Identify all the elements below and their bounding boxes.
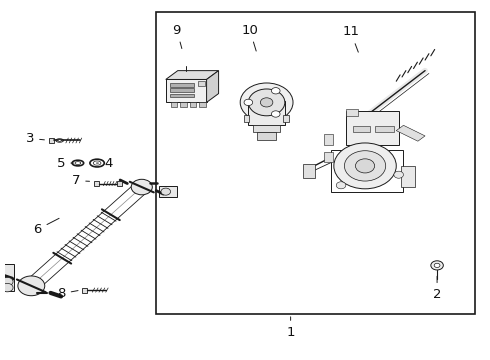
Bar — [253, 125, 280, 132]
Bar — [244, 116, 249, 122]
Bar — [346, 109, 358, 117]
Circle shape — [260, 98, 273, 107]
Bar — [0, 275, 14, 291]
Bar — [49, 138, 54, 143]
Circle shape — [344, 151, 386, 181]
Circle shape — [1, 283, 13, 292]
Bar — [170, 83, 194, 86]
Circle shape — [1, 277, 13, 286]
Bar — [353, 126, 370, 132]
Circle shape — [240, 83, 293, 122]
Circle shape — [334, 143, 396, 189]
Text: 6: 6 — [33, 218, 59, 236]
Text: 5: 5 — [57, 157, 74, 170]
Text: 7: 7 — [72, 174, 90, 187]
Bar — [166, 80, 207, 102]
Bar — [303, 164, 315, 178]
Ellipse shape — [58, 140, 61, 141]
Text: 4: 4 — [97, 157, 112, 170]
Text: 11: 11 — [342, 25, 359, 52]
Text: 1: 1 — [286, 317, 295, 339]
Bar — [375, 126, 394, 132]
Bar — [170, 88, 194, 92]
Text: 2: 2 — [433, 276, 441, 301]
Circle shape — [244, 99, 253, 105]
Circle shape — [434, 263, 440, 267]
Circle shape — [271, 111, 280, 117]
Bar — [156, 13, 475, 314]
Bar — [324, 134, 333, 145]
Bar — [94, 181, 99, 186]
Bar — [324, 152, 333, 162]
Bar — [198, 81, 205, 86]
Circle shape — [131, 179, 152, 195]
Bar — [190, 102, 196, 107]
Bar — [180, 102, 187, 107]
Polygon shape — [396, 125, 425, 141]
Ellipse shape — [75, 162, 81, 165]
Ellipse shape — [93, 161, 101, 165]
Bar — [82, 288, 88, 293]
Circle shape — [18, 276, 45, 296]
Circle shape — [161, 188, 171, 195]
Circle shape — [431, 261, 443, 270]
Bar — [159, 186, 177, 197]
Circle shape — [336, 182, 346, 189]
Bar — [199, 102, 206, 107]
Bar — [0, 264, 14, 279]
Bar — [331, 150, 403, 192]
Bar — [170, 94, 194, 97]
Polygon shape — [166, 71, 219, 80]
Bar — [117, 181, 122, 186]
Circle shape — [355, 159, 375, 173]
Polygon shape — [207, 71, 219, 102]
Text: 9: 9 — [172, 23, 182, 49]
Text: 10: 10 — [242, 23, 258, 51]
Bar — [248, 101, 285, 125]
Bar — [283, 116, 289, 122]
Ellipse shape — [56, 139, 64, 142]
Circle shape — [271, 87, 280, 94]
Text: 8: 8 — [57, 287, 78, 300]
Bar — [171, 102, 177, 107]
Circle shape — [248, 89, 285, 116]
Circle shape — [394, 171, 403, 178]
Bar — [257, 132, 276, 140]
Bar — [401, 166, 415, 187]
Text: 3: 3 — [25, 132, 45, 145]
Bar — [346, 111, 399, 145]
